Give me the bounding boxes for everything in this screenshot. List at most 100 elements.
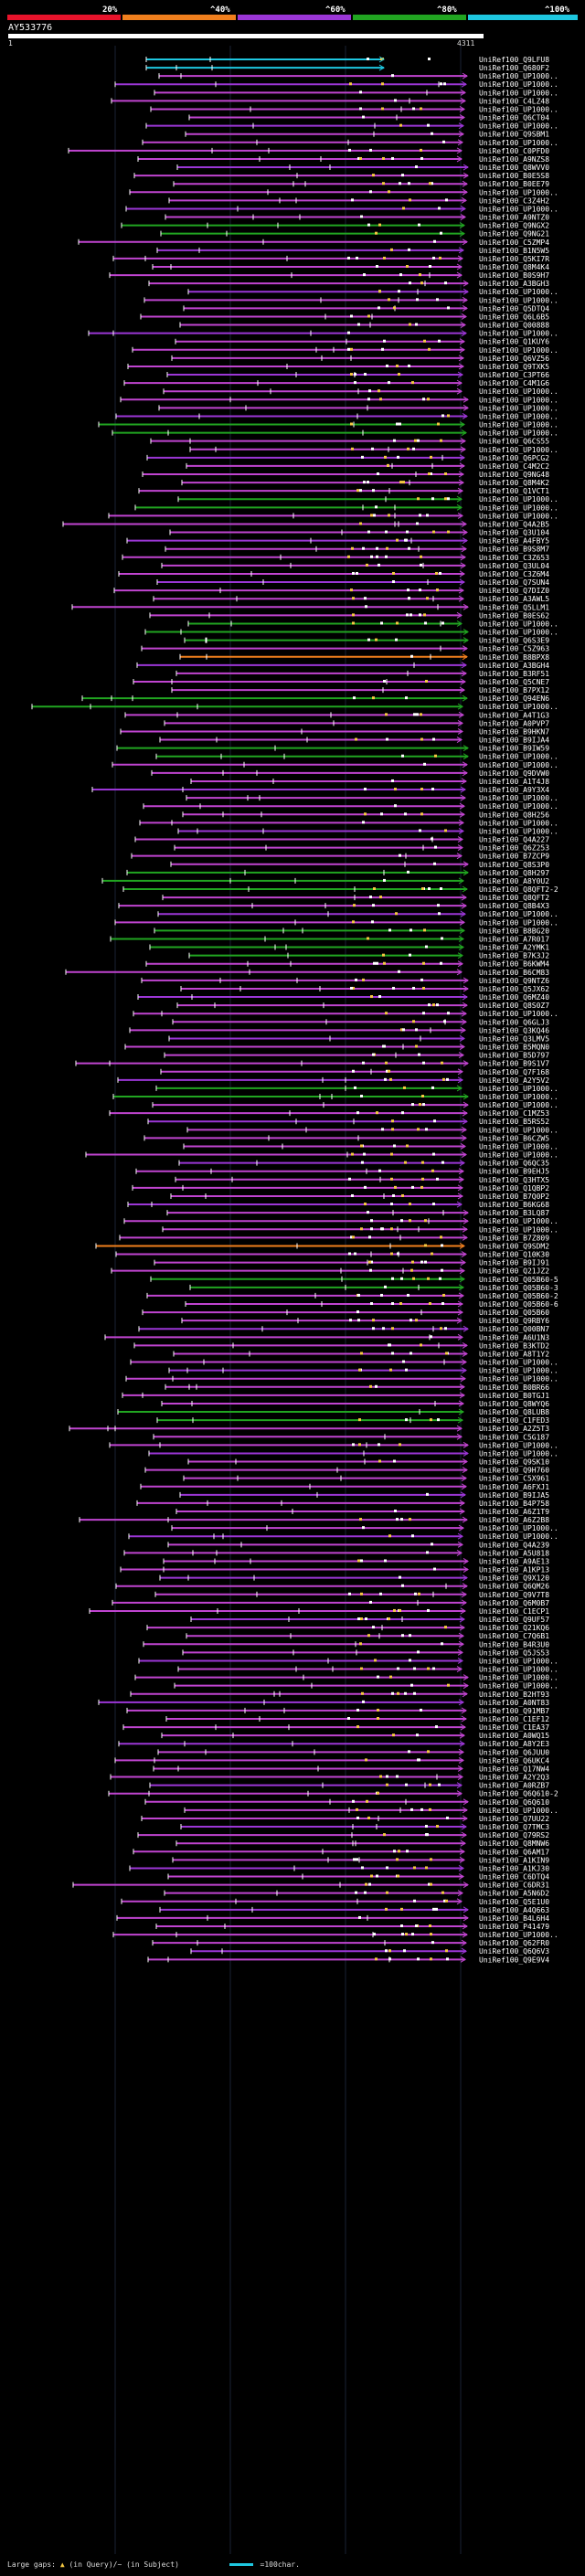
gap-marker (438, 1783, 441, 1786)
gap-marker (408, 248, 410, 251)
gap-marker (353, 696, 356, 700)
hit-end-arrow (458, 944, 464, 950)
gap-marker (377, 1708, 379, 1712)
hit-label: UniRef100_Q1KUY6 (479, 338, 549, 346)
gap-marker (370, 514, 373, 517)
hit-label: UniRef100_Q5E1U0 (479, 1898, 549, 1906)
hit-end-arrow (460, 794, 466, 801)
hit-end-arrow (458, 1168, 464, 1175)
gap-marker (347, 256, 350, 260)
gap-marker (401, 1584, 404, 1587)
gap-marker (359, 156, 362, 160)
gap-marker (396, 621, 399, 625)
gap-marker (409, 1659, 411, 1662)
gap-marker (439, 1277, 441, 1280)
hit-label: UniRef100_B9IJA4 (479, 737, 549, 745)
gap-marker (424, 621, 427, 625)
gap-marker (393, 439, 396, 442)
gap-marker (394, 99, 397, 102)
scale-line (229, 2563, 253, 2566)
hit-label: UniRef100_A2Z5T3 (479, 1425, 549, 1433)
hit-end-arrow (461, 80, 467, 88)
gap-marker (399, 481, 402, 484)
gap-marker (386, 1069, 388, 1073)
gap-marker (356, 571, 358, 575)
gap-marker (415, 165, 418, 169)
gap-marker (411, 1534, 414, 1538)
gap-marker (364, 1203, 367, 1206)
hit-label: UniRef100_B4R3U0 (479, 1640, 549, 1648)
query-id: AY533776 (8, 23, 53, 33)
gap-marker (356, 1816, 359, 1819)
gap-marker (396, 422, 399, 426)
legend-seg-40 (122, 15, 236, 20)
hit-label: UniRef100_C5X961 (479, 1475, 549, 1483)
hit-end-arrow (462, 1225, 468, 1233)
gap-marker (401, 1193, 404, 1197)
hit-label: UniRef100_B8BG20 (479, 927, 549, 935)
gap-marker (359, 107, 362, 111)
gap-marker (350, 347, 353, 351)
hit-label: UniRef100_Q8M4K4 (479, 263, 549, 271)
hit-end-arrow (458, 1292, 464, 1299)
hit-label: UniRef100_Q8H256 (479, 811, 549, 819)
footer-gaps-label: Large gaps: (7, 2560, 56, 2569)
gap-marker (435, 571, 438, 575)
gap-marker (410, 1268, 413, 1272)
hit-label: UniRef100_C7Q6B1 (479, 1632, 549, 1640)
hit-label: UniRef100_UP1000.. (479, 139, 558, 147)
hit-label: UniRef100_B0EE79 (479, 180, 549, 188)
hit-end-arrow (456, 620, 463, 627)
hit-end-arrow (463, 1060, 469, 1067)
gap-marker (357, 323, 360, 326)
gap-marker (415, 1319, 418, 1322)
hit-label: UniRef100_C1EA37 (479, 1723, 549, 1732)
gap-marker (427, 123, 430, 127)
gap-marker (420, 1343, 422, 1347)
gap-marker (431, 132, 433, 135)
hit-label: UniRef100_B3RF51 (479, 670, 549, 678)
gap-marker (431, 497, 434, 501)
hit-label: UniRef100_Q8B4X3 (479, 902, 549, 910)
hit-label: UniRef100_B0S9H7 (479, 271, 549, 280)
gap-marker (434, 845, 437, 849)
hit-end-arrow (460, 678, 466, 685)
gap-marker (360, 1559, 363, 1563)
gap-marker (446, 1077, 449, 1081)
hit-end-arrow (461, 1134, 467, 1141)
gap-marker (369, 1268, 372, 1272)
gap-marker (353, 1858, 356, 1861)
gap-marker (409, 1219, 411, 1223)
gap-marker (405, 1933, 408, 1936)
gap-marker (378, 1443, 380, 1447)
legend-label-20: 20% (102, 5, 118, 15)
gap-marker (410, 1352, 412, 1355)
gap-marker (432, 1667, 435, 1670)
gap-marker (351, 546, 354, 550)
gap-marker (425, 680, 428, 683)
hit-label: UniRef100_UP1000.. (479, 495, 558, 504)
gap-marker (392, 986, 395, 990)
gap-marker (386, 1866, 388, 1870)
query-end-tick: 4311 (457, 39, 475, 48)
gap-marker (408, 597, 410, 600)
gap-marker (361, 455, 364, 459)
gap-marker (411, 381, 414, 385)
hit-end-arrow (456, 1782, 463, 1789)
gap-marker (362, 115, 365, 119)
gap-marker (349, 82, 352, 86)
hit-label: UniRef100_C6DTQ4 (479, 1873, 549, 1882)
hit-end-arrow (461, 894, 467, 901)
footer-scale-text: =100char. (260, 2560, 300, 2569)
hit-end-arrow (457, 1333, 463, 1341)
gap-marker (396, 1775, 399, 1778)
hit-end-arrow (458, 1748, 464, 1755)
gap-marker (356, 1111, 359, 1115)
hit-label: UniRef100_A3BGH3 (479, 280, 549, 288)
hit-end-arrow (460, 1026, 466, 1034)
gap-marker (407, 588, 410, 592)
hit-label: UniRef100_C3PT66 (479, 371, 549, 379)
gap-marker (384, 1077, 387, 1081)
hit-end-arrow (458, 479, 464, 486)
gap-marker (392, 1733, 395, 1737)
